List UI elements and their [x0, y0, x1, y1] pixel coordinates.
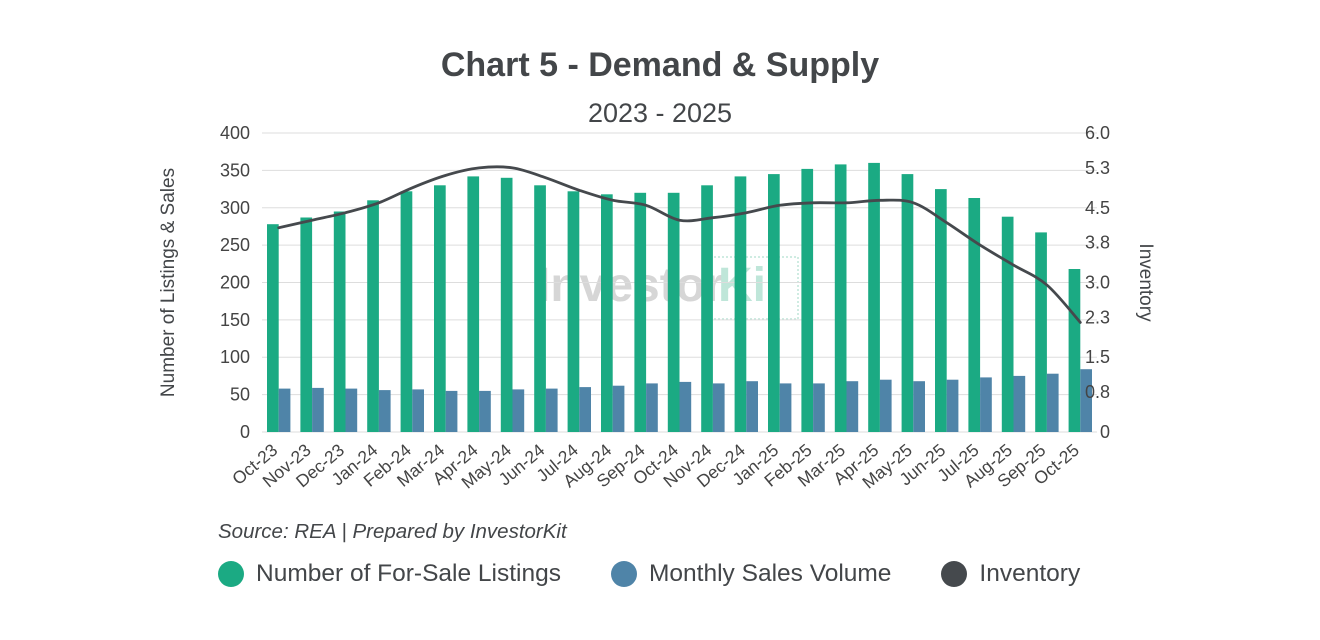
svg-text:5.3: 5.3: [1085, 158, 1110, 178]
svg-text:1.5: 1.5: [1085, 347, 1110, 367]
svg-text:2.3: 2.3: [1085, 307, 1110, 327]
svg-text:0: 0: [1100, 422, 1110, 442]
svg-text:300: 300: [220, 198, 250, 218]
svg-text:50: 50: [230, 385, 250, 405]
svg-text:200: 200: [220, 273, 250, 293]
svg-text:Investor: Investor: [537, 259, 724, 312]
svg-text:250: 250: [220, 235, 250, 255]
svg-text:6.0: 6.0: [1085, 123, 1110, 143]
svg-text:3.8: 3.8: [1085, 233, 1110, 253]
svg-text:4.5: 4.5: [1085, 198, 1110, 218]
svg-text:350: 350: [220, 160, 250, 180]
svg-text:0: 0: [240, 422, 250, 442]
svg-text:150: 150: [220, 310, 250, 330]
svg-text:400: 400: [220, 123, 250, 143]
svg-text:3.0: 3.0: [1085, 273, 1110, 293]
svg-text:100: 100: [220, 347, 250, 367]
svg-text:0.8: 0.8: [1085, 382, 1110, 402]
